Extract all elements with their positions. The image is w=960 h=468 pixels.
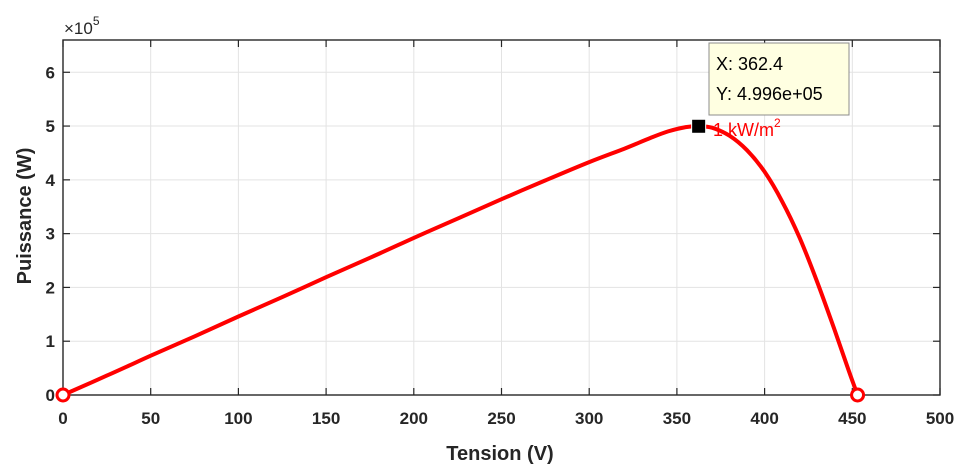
datatip-marker[interactable] (691, 118, 707, 134)
datatip-x: X: 362.4 (716, 54, 783, 74)
endpoint-marker (55, 387, 71, 403)
y-tick-label: 4 (46, 171, 56, 190)
y-tick-label: 0 (46, 386, 55, 405)
x-tick-label: 0 (58, 409, 67, 428)
y-tick-label: 3 (46, 225, 55, 244)
series-layer (61, 124, 860, 397)
x-tick-label: 450 (838, 409, 866, 428)
series-label: 1 kW/m2 (713, 116, 781, 140)
y-exponent-label: ×105 (64, 14, 100, 38)
y-tick-labels: 0 1 2 3 4 5 6 (46, 63, 56, 405)
x-tick-label: 200 (400, 409, 428, 428)
y-exponent-power: 5 (93, 14, 100, 28)
markers (55, 118, 866, 403)
datatip-y: Y: 4.996e+05 (716, 84, 823, 104)
x-tick-label: 400 (750, 409, 778, 428)
series-name: 1 kW/m (713, 120, 774, 140)
x-tick-label: 350 (663, 409, 691, 428)
datatip[interactable]: X: 362.4 Y: 4.996e+05 (708, 42, 850, 116)
x-axis-title: Tension (V) (446, 443, 553, 465)
y-tick-label: 6 (46, 63, 55, 82)
x-tick-labels: 0 50 100 150 200 250 300 350 400 450 500 (58, 409, 954, 428)
datatip-box (708, 42, 850, 116)
series-name-superscript: 2 (774, 116, 781, 130)
x-tick-label: 150 (312, 409, 340, 428)
y-tick-label: 1 (46, 332, 55, 351)
endpoint-marker (850, 387, 866, 403)
x-tick-label: 100 (224, 409, 252, 428)
y-tick-label: 5 (46, 117, 55, 136)
x-tick-label: 250 (487, 409, 515, 428)
y-axis-title: Puissance (W) (14, 148, 36, 285)
x-tick-label: 50 (141, 409, 160, 428)
y-exponent-base: ×10 (64, 19, 93, 38)
x-tick-label: 300 (575, 409, 603, 428)
y-tick-label: 2 (46, 278, 55, 297)
x-tick-label: 500 (926, 409, 954, 428)
series-line (61, 124, 860, 397)
